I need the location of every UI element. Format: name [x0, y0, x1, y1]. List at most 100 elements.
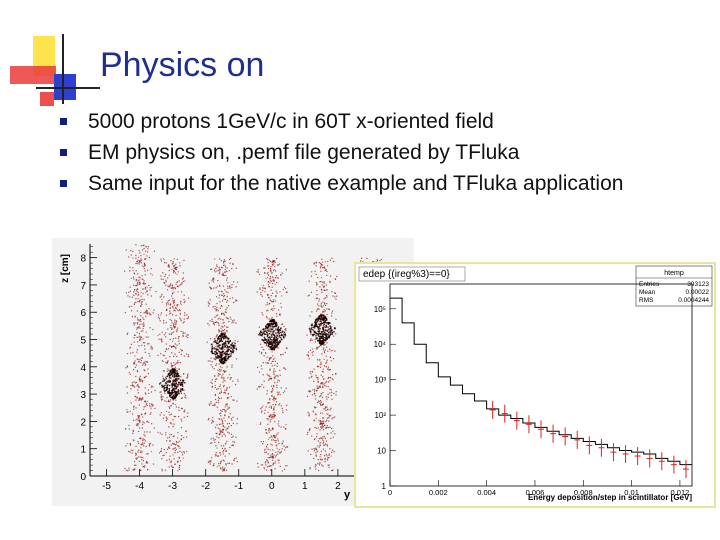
track-point	[273, 454, 275, 456]
track-point	[318, 298, 320, 300]
track-point	[144, 250, 147, 252]
track-point	[273, 386, 275, 388]
track-point	[331, 332, 334, 334]
track-point	[308, 414, 310, 416]
track-point	[307, 355, 309, 357]
track-point	[276, 365, 278, 367]
track-point	[327, 329, 329, 331]
track-point	[140, 330, 142, 332]
track-point	[139, 421, 141, 423]
track-point	[132, 406, 135, 408]
track-point	[174, 321, 176, 323]
track-point	[146, 420, 148, 422]
dense-point	[218, 338, 221, 340]
track-point	[178, 351, 180, 353]
track-point	[140, 399, 142, 401]
track-point	[328, 368, 330, 370]
dense-point	[217, 338, 219, 340]
track-point	[225, 316, 228, 319]
track-point	[327, 350, 329, 352]
track-point	[319, 429, 321, 431]
dense-point	[218, 341, 220, 343]
track-point	[268, 402, 271, 404]
track-point	[143, 280, 145, 282]
track-point	[323, 311, 325, 313]
track-point	[223, 329, 226, 331]
track-point	[217, 396, 220, 399]
track-point	[141, 456, 143, 459]
track-point	[162, 278, 164, 281]
track-point	[157, 314, 160, 316]
track-point	[169, 407, 171, 409]
track-point	[222, 425, 224, 428]
track-point	[207, 360, 209, 362]
track-point	[161, 331, 163, 333]
dense-point	[258, 334, 260, 336]
track-point	[148, 445, 151, 447]
track-point	[325, 385, 327, 387]
track-point	[257, 462, 259, 465]
track-point	[324, 383, 326, 385]
dense-point	[322, 339, 325, 342]
track-point	[169, 455, 171, 457]
track-point	[281, 448, 283, 450]
track-point	[216, 466, 218, 468]
track-point	[183, 318, 185, 320]
track-point	[138, 250, 140, 252]
track-point	[165, 262, 167, 264]
track-point	[176, 281, 179, 283]
track-point	[216, 264, 218, 266]
dense-point	[171, 396, 174, 399]
track-point	[323, 417, 325, 419]
dense-point	[182, 379, 185, 382]
dense-point	[222, 343, 224, 345]
track-point	[184, 409, 186, 411]
track-point	[265, 445, 268, 448]
dense-point	[326, 330, 328, 332]
dense-point	[317, 327, 319, 329]
track-point	[227, 393, 229, 395]
track-point	[179, 362, 181, 364]
dense-point	[325, 336, 327, 339]
track-point	[221, 423, 223, 425]
track-point	[132, 419, 135, 422]
dense-point	[174, 383, 176, 385]
track-point	[279, 291, 281, 293]
hist-y-tick-label: 10⁵	[374, 305, 386, 314]
track-point	[276, 433, 278, 435]
dense-point	[171, 392, 174, 395]
dense-point	[321, 340, 324, 343]
track-point	[307, 351, 310, 353]
track-point	[134, 315, 136, 317]
track-point	[267, 453, 269, 455]
track-point	[274, 421, 276, 423]
track-point	[317, 445, 319, 447]
dense-point	[230, 355, 232, 357]
track-point	[169, 303, 172, 305]
track-point	[268, 431, 270, 433]
track-point	[151, 274, 153, 276]
track-point	[166, 370, 168, 372]
dense-point	[223, 361, 225, 363]
track-point	[215, 346, 217, 348]
dense-point	[223, 335, 226, 338]
dense-point	[325, 318, 328, 320]
track-point	[138, 386, 140, 388]
dense-point	[221, 348, 223, 350]
dense-point	[268, 330, 270, 332]
track-point	[165, 309, 168, 311]
dense-point	[213, 352, 215, 355]
track-point	[277, 334, 279, 336]
track-point	[146, 269, 149, 271]
track-point	[124, 428, 127, 430]
track-point	[223, 332, 225, 334]
track-point	[327, 413, 329, 415]
track-point	[136, 397, 138, 399]
dense-point	[172, 370, 174, 372]
track-point	[307, 295, 309, 297]
track-point	[179, 447, 181, 449]
track-point	[217, 321, 219, 323]
track-point	[260, 291, 262, 294]
track-point	[314, 419, 316, 421]
track-point	[234, 342, 237, 345]
